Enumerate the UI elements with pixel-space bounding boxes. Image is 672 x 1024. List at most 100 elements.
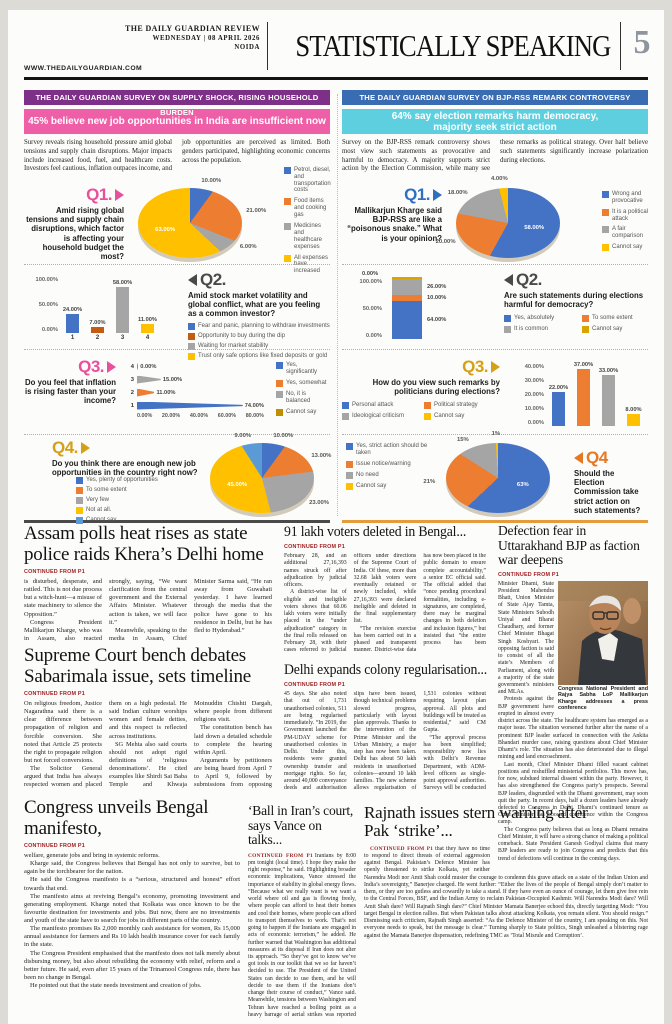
left-q4-block: Q4. Do you think there are enough new jo… [24,433,331,526]
legend-item: Cannot say [424,413,500,421]
right-q2-stack-chart: 100.00% 50.00% 0.00% 64.00% 10.00% 26.00% 0.00… [359,271,447,339]
article-headline: Defection fear in Uttarakhand BJP as fac… [498,523,640,568]
newspaper-page: THE DAILY GUARDIAN REVIEW WEDNESDAY | 08… [8,10,664,1024]
legend-item: Opportunity to buy during the dip [188,332,330,340]
article-body: 45 days. She also noted that out of 1,73… [284,691,486,792]
article-vance: ‘Ball in Iran’s court, says Vance on tal… [248,803,356,1019]
right-q4-question: Q4 Should the Election Commission take s… [574,448,641,515]
article-headline: Assam polls heat rises as state police r… [24,523,264,565]
left-q3-block: Q3. Do you feel that inflation is rising… [24,349,330,434]
continued-label: CONTINUED FROM P1 [24,691,85,698]
edition-city: NOIDA [234,44,260,51]
arrow-left-icon [188,273,197,286]
article-delhi-colonies: Delhi expands colony regularisation... C… [284,662,488,795]
right-q1-label: Q1. [404,185,430,204]
legend-item: To some extent [76,487,206,494]
right-survey-intro: Survey on the BJP-RSS remark controversy… [342,139,648,173]
right-q3-label: Q3. [462,357,488,376]
legend-item: A fair comparison [602,226,648,240]
right-q4-legend: Yes, strict action should be taken Issue … [346,443,438,490]
article-body: CONTINUED FROM P1 Iranians by 8:00 pm ton… [248,852,356,1018]
survey-panel-right: THE DAILY GUARDIAN SURVEY ON BJP-RSS REM… [342,90,648,523]
right-q4-block: Yes, strict action should be taken Issue … [342,431,648,526]
article-headline: Rajnath issues stern warning after Pak ‘… [364,803,588,841]
legend-item: No need [346,471,438,479]
header-rule [24,77,648,80]
legend-item: Yes, plenty of opportunities [76,477,206,484]
article-body: Congress National President and Rajya Sa… [498,580,648,862]
legend-item: Issue notice/warning [346,460,438,468]
left-q2-legend: Fear and panic, planning to withdraw inv… [188,322,330,360]
legend-item: Political strategy [424,402,500,410]
left-q3-question: Q3. Do you feel that inflation is rising… [25,357,116,406]
article-body: welfare, generate jobs and bring in syst… [24,852,240,990]
right-q2-legend: Yes, absolutely To some extent It is commo… [504,315,654,334]
right-q1-legend: Wrong and provocative It is a political a… [578,178,648,264]
legend-item: Yes, strict action should be taken [346,443,438,457]
legend-item: Medicines and healthcare expenses [284,223,331,251]
article-body: On religious freedom, Justice Nagarathna… [24,700,272,789]
article-headline: 91 lakh voters deleted in Bengal... [284,524,467,540]
article-photo-block: Congress National President and Rajya Sa… [558,580,648,712]
legend-item: Personal attack [342,402,418,410]
continued-label: CONTINUED FROM P1 [24,569,85,576]
masthead: THE DAILY GUARDIAN REVIEW WEDNESDAY | 08… [78,24,260,51]
continued-label: CONTINUED FROM P1 [248,852,313,859]
arrow-right-icon [80,441,90,454]
right-q3-legend: Personal attack Political strategy Ideolog… [342,402,500,421]
legend-item: Waiting for market stability [188,342,330,350]
arrow-left-icon [574,451,583,464]
right-q2-question: Q2. Are such statements during elections… [492,265,654,349]
header-divider-left [267,22,268,70]
left-q3-hbar-chart: 4 0.00% 3 15.00% 2 11.00% 1 74.00% 0.00% 20.00% 40… [130,362,264,419]
left-q1-pie-chart: 10.00% 21.00% 6.00% 63.00% [124,178,266,264]
paper-name: THE DAILY GUARDIAN REVIEW [125,24,260,33]
continued-label: CONTINUED FROM P1 [284,682,345,689]
legend-item: Fear and panic, planning to withdraw inv… [188,322,330,330]
right-q1-question: Q1. Mallikarjun Kharge said BJP-RSS are … [347,185,442,243]
left-q1-question: Q1. Amid rising global tensions and supp… [26,185,124,261]
article-assam: Assam polls heat rises as state police r… [24,523,272,644]
legend-item: Cannot say [346,482,438,490]
right-q3-block: Q3. How do you view such remarks by poli… [342,349,648,434]
article-bengal-manifesto: Congress unveils Bengal manifesto, CONTI… [24,797,240,1004]
left-q2-block: 100.00% 50.00% 0.00% 24.00% 7.00% 58.00% 11.00… [24,264,330,360]
article-rajnath: Rajnath issues stern warning after Pak ‘… [364,803,648,1014]
arrow-right-icon [491,360,500,373]
website-url: WWW.THEDAILYGUARDIAN.COM [24,65,143,72]
continued-label: CONTINUED FROM P1 [24,843,85,850]
left-q1-block: Q1. Amid rising global tensions and supp… [24,166,331,274]
article-headline: Delhi expands colony regularisation... [284,662,488,678]
right-q2-label: Q2. [516,270,542,289]
right-q1-pie-chart: 58.00% 20.00% 18.00% 4.00% [436,176,578,264]
arrow-right-icon [115,188,124,201]
panel-divider [337,94,338,516]
arrow-left-icon [504,273,513,286]
article-defection: Defection fear in Uttarakhand BJP as fac… [498,523,648,899]
left-q4-question: Q4. Do you think there are enough new jo… [52,438,198,478]
right-q4-label: Q4 [586,448,608,467]
article-headline: ‘Ball in Iran’s court, says Vance on tal… [248,803,354,848]
survey-panel-left: THE DAILY GUARDIAN SURVEY ON SUPPLY SHOC… [24,90,331,526]
legend-item: Food items and cooking gas [284,198,331,219]
legend-item: Trust only safe options like fixed depos… [188,352,330,360]
page-title: STATISTICALLY SPEAKING [295,28,611,63]
legend-item: To some extent [582,315,654,323]
right-survey-banner: THE DAILY GUARDIAN SURVEY ON BJP-RSS REM… [342,90,648,105]
left-q3-label: Q3. [78,357,104,376]
legend-item: It is common [504,326,576,334]
legend-item: Yes, significantly [276,362,330,376]
article-body: is disturbed, desperate, and rattled. Th… [24,578,272,642]
arrow-right-icon [107,360,116,373]
left-q1-legend: Petrol, diesel, and transportation costs… [260,166,331,274]
header-divider-right [620,22,621,70]
left-q4-pie-chart: 10.00% 13.00% 23.00% 45.00% 9.00% [210,433,331,534]
continued-label: CONTINUED FROM P1 [370,845,434,852]
legend-item: Wrong and provocative [602,190,648,205]
continued-label: CONTINUED FROM P1 [498,571,559,578]
left-q1-label: Q1. [86,185,112,204]
legend-item: Yes, somewhat [276,379,330,387]
legend-item: Not at all. [76,507,206,514]
legend-item: Ideological criticism [342,413,418,421]
article-body: February 28, and an additional 27,16,393… [284,553,486,654]
